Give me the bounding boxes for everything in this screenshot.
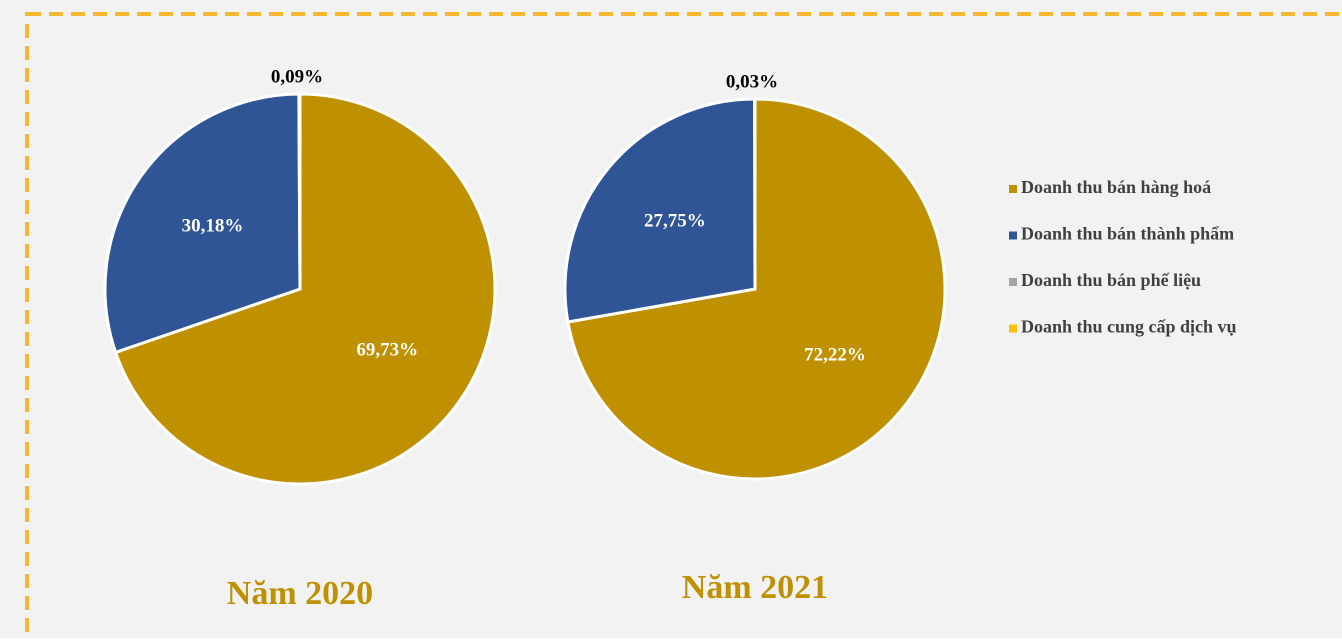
legend-swatch bbox=[1009, 278, 1017, 286]
legend-swatch bbox=[1009, 232, 1017, 240]
legend-swatch bbox=[1009, 325, 1017, 333]
data-label: 27,75% bbox=[644, 210, 706, 231]
legend-label: Doanh thu bán phế liệu bbox=[1021, 270, 1201, 290]
data-label: 0,09% bbox=[271, 66, 323, 87]
data-label: 69,73% bbox=[356, 340, 418, 361]
legend-label: Doanh thu bán thành phẩm bbox=[1021, 224, 1234, 244]
data-label: 72,22% bbox=[804, 345, 866, 366]
data-label: 0,03% bbox=[726, 71, 778, 92]
chart-title: Năm 2020 bbox=[227, 575, 373, 612]
chart-title: Năm 2021 bbox=[682, 569, 828, 606]
legend-swatch bbox=[1009, 185, 1017, 193]
legend-label: Doanh thu bán hàng hoá bbox=[1021, 177, 1211, 197]
legend-label: Doanh thu cung cấp dịch vụ bbox=[1021, 317, 1237, 337]
data-label: 30,18% bbox=[182, 215, 244, 236]
